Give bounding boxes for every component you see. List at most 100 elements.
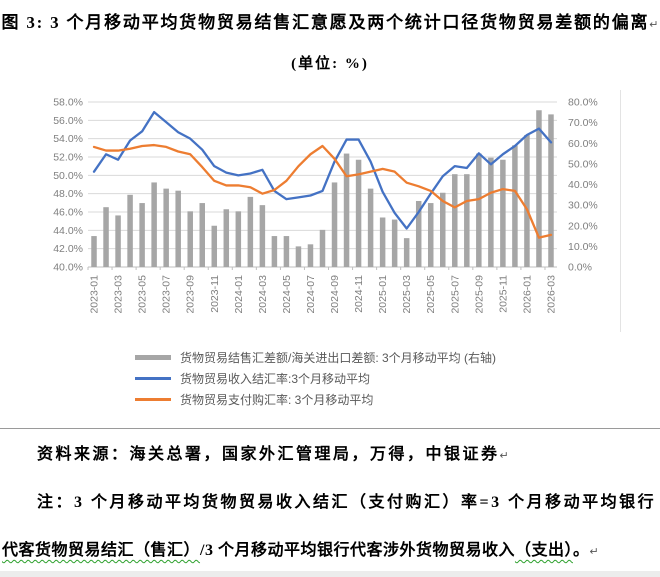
x-axis-label: 2025-09 xyxy=(473,275,485,314)
bar xyxy=(211,225,218,267)
left-axis-label: 48.0% xyxy=(53,188,83,200)
bar xyxy=(488,157,494,267)
bar xyxy=(91,236,97,267)
bar xyxy=(524,135,530,267)
left-axis-label: 54.0% xyxy=(53,133,83,145)
footnote-segment-underlined: （支出） xyxy=(514,542,573,559)
left-axis-label: 52.0% xyxy=(53,152,83,164)
bar xyxy=(235,211,242,267)
x-axis-label: 2026-01 xyxy=(521,275,533,314)
legend-label: 货物贸易结售汇差额/海关进出口差额: 3个月移动平均 (右轴) xyxy=(180,351,497,365)
right-axis-label: 0.0% xyxy=(568,262,592,274)
bar xyxy=(367,188,374,268)
bar xyxy=(151,182,157,267)
chart-image-right-edge xyxy=(620,90,621,332)
x-axis-label: 2023-03 xyxy=(113,275,125,314)
x-axis-label: 2023-07 xyxy=(161,275,173,314)
left-axis-label: 56.0% xyxy=(53,115,83,127)
x-axis-label: 2024-07 xyxy=(305,275,317,314)
right-axis-label: 80.0% xyxy=(568,97,598,109)
x-axis-label: 2023-11 xyxy=(209,275,221,313)
right-axis-label: 30.0% xyxy=(568,200,598,212)
bar xyxy=(331,182,338,267)
legend-item-orange-line: 货物贸易支付购汇率: 3个月移动平均 xyxy=(135,392,496,407)
line-series xyxy=(92,143,553,239)
right-axis-label: 10.0% xyxy=(568,241,598,253)
right-axis-label: 20.0% xyxy=(568,220,598,232)
bar xyxy=(500,159,506,267)
bar xyxy=(115,215,121,267)
x-axis-label: 2025-05 xyxy=(425,275,437,314)
bar xyxy=(512,145,518,267)
bar xyxy=(163,188,169,268)
right-axis-label: 50.0% xyxy=(568,158,598,170)
x-axis-label: 2023-01 xyxy=(89,275,101,314)
left-axis-label: 46.0% xyxy=(53,207,83,219)
x-axis-label: 2025-11 xyxy=(497,275,509,313)
footnote-segment: 。 xyxy=(572,542,590,559)
bar xyxy=(271,236,278,267)
bar xyxy=(295,246,302,268)
bar xyxy=(199,203,205,267)
footnote-segment-underlined: 代客货物贸易结汇（售汇） xyxy=(2,542,201,559)
legend-item-blue-line: 货物贸易收入结汇率:3个月移动平均 xyxy=(135,371,496,386)
bar xyxy=(175,190,181,267)
x-axis-label: 2026-03 xyxy=(545,275,557,314)
orange-line-swatch-icon xyxy=(135,398,171,401)
right-axis-label: 70.0% xyxy=(568,117,598,129)
x-axis-label: 2025-03 xyxy=(401,275,413,314)
bar xyxy=(403,238,410,268)
source-note-text: 资料来源：海关总署，国家外汇管理局，万得，中银证券 xyxy=(37,446,500,463)
paragraph-return-icon: ↵ xyxy=(499,450,509,462)
blue-line-swatch-icon xyxy=(135,377,171,380)
chart-legend: 货物贸易结售汇差额/海关进出口差额: 3个月移动平均 (右轴) 货物贸易收入结汇… xyxy=(135,350,496,407)
legend-item-bar-series: 货物贸易结售汇差额/海关进出口差额: 3个月移动平均 (右轴) xyxy=(135,350,496,365)
x-axis-label: 2025-07 xyxy=(449,275,461,314)
left-axis-label: 50.0% xyxy=(53,170,83,182)
footnote-line-1: 注：3 个月移动平均货物贸易收入结汇（支付购汇）率=3 个月移动平均银行 xyxy=(37,494,657,511)
x-axis-label: 2024-05 xyxy=(281,275,293,314)
x-axis-label: 2024-09 xyxy=(329,275,341,314)
legend-label: 货物贸易收入结汇率:3个月移动平均 xyxy=(180,372,371,386)
bar xyxy=(247,196,254,268)
bar xyxy=(355,159,362,267)
x-axis-label: 2023-09 xyxy=(185,275,197,314)
x-axis-label: 2024-11 xyxy=(353,275,365,313)
bar xyxy=(103,207,109,267)
footnote-line-2: 代客货物贸易结汇（售汇）/3 个月移动平均银行代客涉外货物贸易收入（支出）。↵ xyxy=(2,536,599,560)
left-axis-label: 44.0% xyxy=(53,225,83,237)
page-title-text: 图 3: 3 个月移动平均货物贸易结售汇意愿及两个统计口径货物贸易差额的偏离 xyxy=(1,13,650,32)
bar xyxy=(379,217,386,267)
bar xyxy=(452,174,458,267)
left-axis-label: 42.0% xyxy=(53,243,83,255)
bar xyxy=(187,211,193,267)
bar xyxy=(127,194,133,267)
chart-units-subtitle: (单位: %) xyxy=(291,56,369,72)
left-axis-label: 58.0% xyxy=(53,97,83,109)
x-axis-label: 2025-01 xyxy=(377,275,389,314)
source-note: 资料来源：海关总署，国家外汇管理局，万得，中银证券↵ xyxy=(37,440,509,464)
bar xyxy=(307,244,314,267)
legend-label: 货物贸易支付购汇率: 3个月移动平均 xyxy=(180,393,374,407)
bar xyxy=(343,153,350,267)
bar xyxy=(536,110,542,267)
bar xyxy=(415,201,422,267)
section-divider-line xyxy=(0,428,660,429)
bar xyxy=(319,229,326,268)
dual-axis-bar-line-chart: 40.0% 42.0% 44.0% 46.0% 48.0% 50.0% 52.0% 54.0%… xyxy=(53,97,598,314)
paragraph-return-icon: ↵ xyxy=(649,19,659,31)
paragraph-return-icon: ↵ xyxy=(589,546,599,558)
gray-bar-swatch-icon xyxy=(135,355,171,360)
bar xyxy=(283,236,290,267)
footnote-segment: /3 个月移动平均银行代客涉外货物贸易收入 xyxy=(200,542,515,559)
bar xyxy=(464,174,470,267)
page-title: 图 3: 3 个月移动平均货物贸易结售汇意愿及两个统计口径货物贸易差额的偏离↵ xyxy=(0,8,660,33)
x-axis-label: 2024-03 xyxy=(257,275,269,314)
right-axis-label: 60.0% xyxy=(568,138,598,150)
x-axis-label: 2023-05 xyxy=(137,275,149,314)
bar xyxy=(548,114,554,268)
bar xyxy=(391,219,398,267)
bar xyxy=(476,153,482,267)
bar xyxy=(139,203,145,267)
left-axis-label: 40.0% xyxy=(53,262,83,274)
